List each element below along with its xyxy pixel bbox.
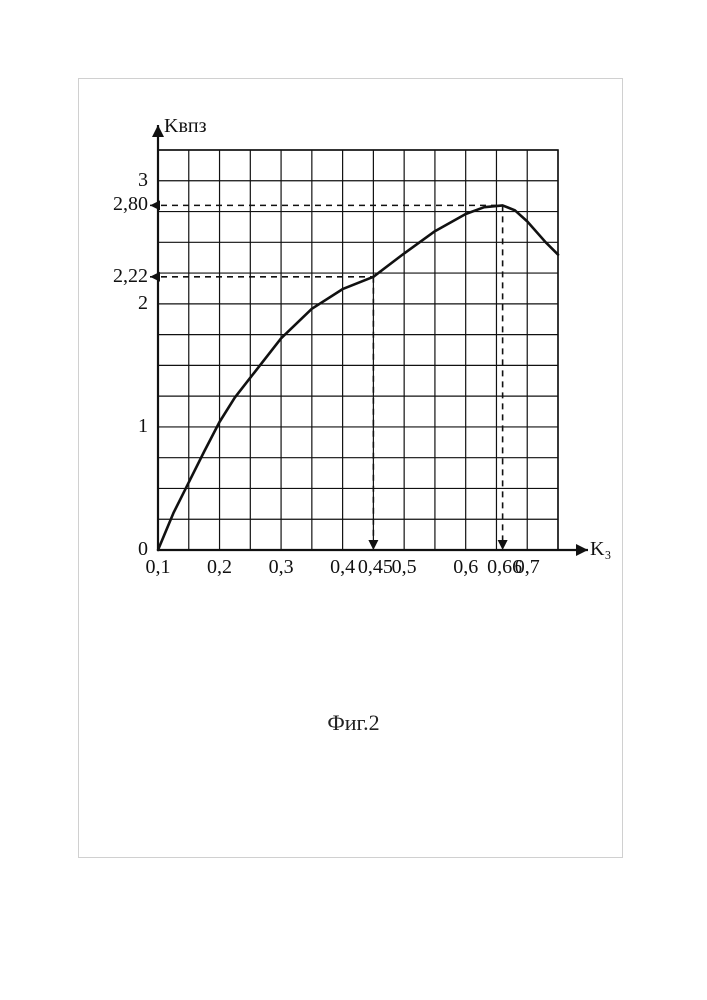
ref-arrow-left-icon: [150, 272, 160, 282]
figure-caption: Фиг.2: [0, 710, 707, 736]
ref-arrow-left-icon: [150, 200, 160, 210]
x-axis-arrow-icon: [576, 544, 588, 556]
chart-svg: [98, 125, 608, 645]
plot-bg: [158, 150, 558, 550]
page: KвпзK₃0,10,20,30,40,50,60,70,450,6601232…: [0, 0, 707, 1000]
chart-container: KвпзK₃0,10,20,30,40,50,60,70,450,6601232…: [98, 125, 608, 645]
y-axis-arrow-icon: [152, 125, 164, 137]
